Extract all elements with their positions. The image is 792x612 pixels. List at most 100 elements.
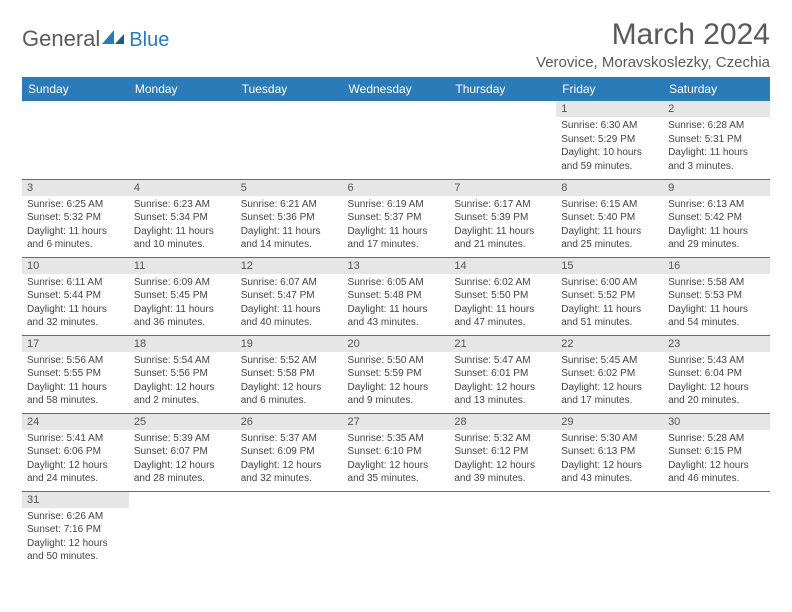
col-thursday: Thursday: [449, 77, 556, 101]
sunset-text: Sunset: 5:31 PM: [668, 133, 765, 147]
daylight-line1: Daylight: 12 hours: [348, 459, 445, 473]
sunrise-text: Sunrise: 6:19 AM: [348, 198, 445, 212]
calendar-cell: 15Sunrise: 6:00 AMSunset: 5:52 PMDayligh…: [556, 257, 663, 335]
daylight-line2: and 32 minutes.: [27, 316, 124, 330]
day-details: Sunrise: 6:15 AMSunset: 5:40 PMDaylight:…: [556, 196, 663, 256]
sunrise-text: Sunrise: 6:07 AM: [241, 276, 338, 290]
day-number: 25: [129, 414, 236, 430]
calendar-cell: 27Sunrise: 5:35 AMSunset: 6:10 PMDayligh…: [343, 413, 450, 491]
day-number: 8: [556, 180, 663, 196]
sunset-text: Sunset: 5:48 PM: [348, 289, 445, 303]
daylight-line2: and 58 minutes.: [27, 394, 124, 408]
calendar-cell: 22Sunrise: 5:45 AMSunset: 6:02 PMDayligh…: [556, 335, 663, 413]
calendar-cell: 31Sunrise: 6:26 AMSunset: 7:16 PMDayligh…: [22, 491, 129, 569]
daylight-line2: and 39 minutes.: [454, 472, 551, 486]
location-text: Verovice, Moravskoslezky, Czechia: [536, 54, 770, 71]
sunset-text: Sunset: 6:10 PM: [348, 445, 445, 459]
sunrise-text: Sunrise: 6:25 AM: [27, 198, 124, 212]
sunset-text: Sunset: 6:13 PM: [561, 445, 658, 459]
calendar-cell: 19Sunrise: 5:52 AMSunset: 5:58 PMDayligh…: [236, 335, 343, 413]
sunset-text: Sunset: 5:58 PM: [241, 367, 338, 381]
day-number: 19: [236, 336, 343, 352]
day-number: 23: [663, 336, 770, 352]
day-number: 18: [129, 336, 236, 352]
daylight-line1: Daylight: 11 hours: [454, 225, 551, 239]
day-number: 22: [556, 336, 663, 352]
daylight-line1: Daylight: 12 hours: [454, 459, 551, 473]
calendar-cell: [343, 491, 450, 569]
sunset-text: Sunset: 6:02 PM: [561, 367, 658, 381]
day-number: 6: [343, 180, 450, 196]
daylight-line1: Daylight: 12 hours: [27, 537, 124, 551]
daylight-line2: and 29 minutes.: [668, 238, 765, 252]
day-details: Sunrise: 5:45 AMSunset: 6:02 PMDaylight:…: [556, 352, 663, 412]
day-details: Sunrise: 6:17 AMSunset: 5:39 PMDaylight:…: [449, 196, 556, 256]
day-number: 24: [22, 414, 129, 430]
sunset-text: Sunset: 5:32 PM: [27, 211, 124, 225]
sunset-text: Sunset: 5:55 PM: [27, 367, 124, 381]
day-details: Sunrise: 5:39 AMSunset: 6:07 PMDaylight:…: [129, 430, 236, 490]
col-tuesday: Tuesday: [236, 77, 343, 101]
sunrise-text: Sunrise: 5:30 AM: [561, 432, 658, 446]
sunset-text: Sunset: 6:04 PM: [668, 367, 765, 381]
brand-part2: Blue: [129, 29, 169, 52]
daylight-line2: and 2 minutes.: [134, 394, 231, 408]
calendar-cell: [129, 101, 236, 179]
calendar-cell: 10Sunrise: 6:11 AMSunset: 5:44 PMDayligh…: [22, 257, 129, 335]
daylight-line2: and 13 minutes.: [454, 394, 551, 408]
sunset-text: Sunset: 5:37 PM: [348, 211, 445, 225]
calendar-cell: 9Sunrise: 6:13 AMSunset: 5:42 PMDaylight…: [663, 179, 770, 257]
sunrise-text: Sunrise: 6:26 AM: [27, 510, 124, 524]
day-details: Sunrise: 6:30 AMSunset: 5:29 PMDaylight:…: [556, 117, 663, 177]
sunrise-text: Sunrise: 6:17 AM: [454, 198, 551, 212]
col-sunday: Sunday: [22, 77, 129, 101]
day-number: 9: [663, 180, 770, 196]
day-number: 12: [236, 258, 343, 274]
daylight-line2: and 40 minutes.: [241, 316, 338, 330]
sunrise-text: Sunrise: 6:11 AM: [27, 276, 124, 290]
calendar-row: 17Sunrise: 5:56 AMSunset: 5:55 PMDayligh…: [22, 335, 770, 413]
day-number: 29: [556, 414, 663, 430]
daylight-line2: and 32 minutes.: [241, 472, 338, 486]
daylight-line2: and 10 minutes.: [134, 238, 231, 252]
day-details: Sunrise: 5:43 AMSunset: 6:04 PMDaylight:…: [663, 352, 770, 412]
calendar-cell: 21Sunrise: 5:47 AMSunset: 6:01 PMDayligh…: [449, 335, 556, 413]
daylight-line1: Daylight: 12 hours: [454, 381, 551, 395]
sunrise-text: Sunrise: 6:23 AM: [134, 198, 231, 212]
daylight-line1: Daylight: 11 hours: [561, 225, 658, 239]
calendar-cell: 12Sunrise: 6:07 AMSunset: 5:47 PMDayligh…: [236, 257, 343, 335]
sunrise-text: Sunrise: 5:41 AM: [27, 432, 124, 446]
day-number: 14: [449, 258, 556, 274]
calendar-cell: 25Sunrise: 5:39 AMSunset: 6:07 PMDayligh…: [129, 413, 236, 491]
sunrise-text: Sunrise: 6:30 AM: [561, 119, 658, 133]
day-number: 30: [663, 414, 770, 430]
day-details: Sunrise: 5:30 AMSunset: 6:13 PMDaylight:…: [556, 430, 663, 490]
day-details: Sunrise: 5:47 AMSunset: 6:01 PMDaylight:…: [449, 352, 556, 412]
sunrise-text: Sunrise: 5:58 AM: [668, 276, 765, 290]
sunrise-text: Sunrise: 5:50 AM: [348, 354, 445, 368]
sunset-text: Sunset: 5:45 PM: [134, 289, 231, 303]
day-details: Sunrise: 6:25 AMSunset: 5:32 PMDaylight:…: [22, 196, 129, 256]
sunrise-text: Sunrise: 5:52 AM: [241, 354, 338, 368]
calendar-cell: [22, 101, 129, 179]
brand-logo: General Blue: [22, 18, 169, 52]
day-number: 3: [22, 180, 129, 196]
day-number: 21: [449, 336, 556, 352]
sunset-text: Sunset: 5:53 PM: [668, 289, 765, 303]
daylight-line1: Daylight: 11 hours: [348, 225, 445, 239]
day-details: Sunrise: 6:07 AMSunset: 5:47 PMDaylight:…: [236, 274, 343, 334]
daylight-line2: and 9 minutes.: [348, 394, 445, 408]
daylight-line1: Daylight: 11 hours: [134, 225, 231, 239]
calendar-row: 10Sunrise: 6:11 AMSunset: 5:44 PMDayligh…: [22, 257, 770, 335]
day-details: Sunrise: 6:19 AMSunset: 5:37 PMDaylight:…: [343, 196, 450, 256]
day-details: Sunrise: 5:37 AMSunset: 6:09 PMDaylight:…: [236, 430, 343, 490]
calendar-table: Sunday Monday Tuesday Wednesday Thursday…: [22, 77, 770, 569]
sunrise-text: Sunrise: 5:37 AM: [241, 432, 338, 446]
sunrise-text: Sunrise: 6:13 AM: [668, 198, 765, 212]
calendar-cell: [236, 491, 343, 569]
day-details: Sunrise: 6:11 AMSunset: 5:44 PMDaylight:…: [22, 274, 129, 334]
calendar-cell: 16Sunrise: 5:58 AMSunset: 5:53 PMDayligh…: [663, 257, 770, 335]
calendar-row: 1Sunrise: 6:30 AMSunset: 5:29 PMDaylight…: [22, 101, 770, 179]
daylight-line2: and 3 minutes.: [668, 160, 765, 174]
calendar-cell: [663, 491, 770, 569]
